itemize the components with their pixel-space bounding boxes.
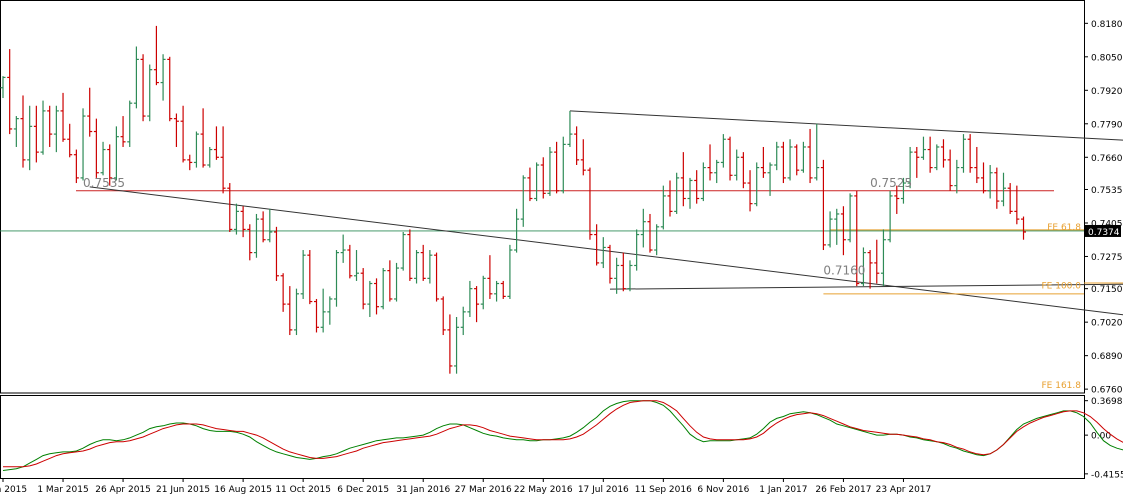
date-tick-label: 6 Nov 2016	[697, 485, 749, 495]
price-tick-label: 0.8180	[1091, 20, 1123, 30]
date-tick-label: 11 Oct 2015	[275, 485, 331, 495]
date-tick-label: 17 Jul 2016	[578, 485, 629, 495]
date-tick-label: 26 Feb 2017	[815, 485, 871, 495]
price-tick-label: 0.6890	[1091, 352, 1123, 362]
oscillator-series-line	[2, 400, 1123, 471]
date-tick-label: 1 Jan 2017	[759, 485, 807, 495]
price-tick-label: 0.7150	[1091, 285, 1123, 295]
current-price-label: 0.7374	[1088, 228, 1120, 238]
trendline	[569, 110, 1123, 141]
date-tick-label: 16 Aug 2015	[214, 485, 272, 495]
oscillator-tick-label: 0.00	[1091, 432, 1111, 442]
price-annotation: 0.7535	[83, 176, 125, 190]
oscillator-plot-frame	[0, 395, 1085, 479]
oscillator-tick-label: 0.3698	[1091, 397, 1123, 407]
price-annotation: 0.7160	[823, 263, 865, 277]
date-tick-label: 1 Mar 2015	[37, 485, 88, 495]
date-tick-label: 31 Jan 2016	[396, 485, 450, 495]
trendline	[609, 283, 1123, 290]
oscillator-tick-label: -0.4155	[1091, 470, 1123, 480]
date-tick-label: 22 May 2016	[514, 485, 573, 495]
fibonacci-level-label: FE 61.8	[1047, 223, 1081, 233]
price-tick-label: 0.7020	[1091, 319, 1123, 329]
price-tick-label: 0.7275	[1091, 253, 1123, 263]
price-tick-label: 0.7535	[1091, 186, 1123, 196]
date-tick-label: 21 Jun 2015	[156, 485, 210, 495]
price-tick-label: 0.7920	[1091, 87, 1123, 97]
trendline	[89, 186, 1123, 316]
oscillator-series-line	[3, 400, 1123, 468]
date-tick-label: 27 Mar 2016	[455, 485, 512, 495]
price-tick-label: 0.8050	[1091, 53, 1123, 63]
date-tick-label: 23 Apr 2017	[876, 485, 932, 495]
price-annotation: 0.7525	[870, 176, 912, 190]
main-plot-frame	[0, 0, 1085, 394]
date-tick-label: 11 Sep 2016	[635, 485, 692, 495]
date-tick-label: 26 Apr 2015	[95, 485, 151, 495]
date-tick-label: 6 Dec 2015	[337, 485, 389, 495]
price-tick-label: 0.7660	[1091, 154, 1123, 164]
date-tick-label: 1 Jan 2015	[0, 485, 27, 495]
price-tick-label: 0.6760	[1091, 386, 1123, 396]
fibonacci-level-label: FE 161.8	[1042, 381, 1082, 391]
fibonacci-level-label: FE 100.0	[1042, 282, 1082, 292]
price-tick-label: 0.7405	[1091, 219, 1123, 229]
price-tick-label: 0.7790	[1091, 120, 1123, 130]
current-price-box	[1085, 224, 1121, 237]
